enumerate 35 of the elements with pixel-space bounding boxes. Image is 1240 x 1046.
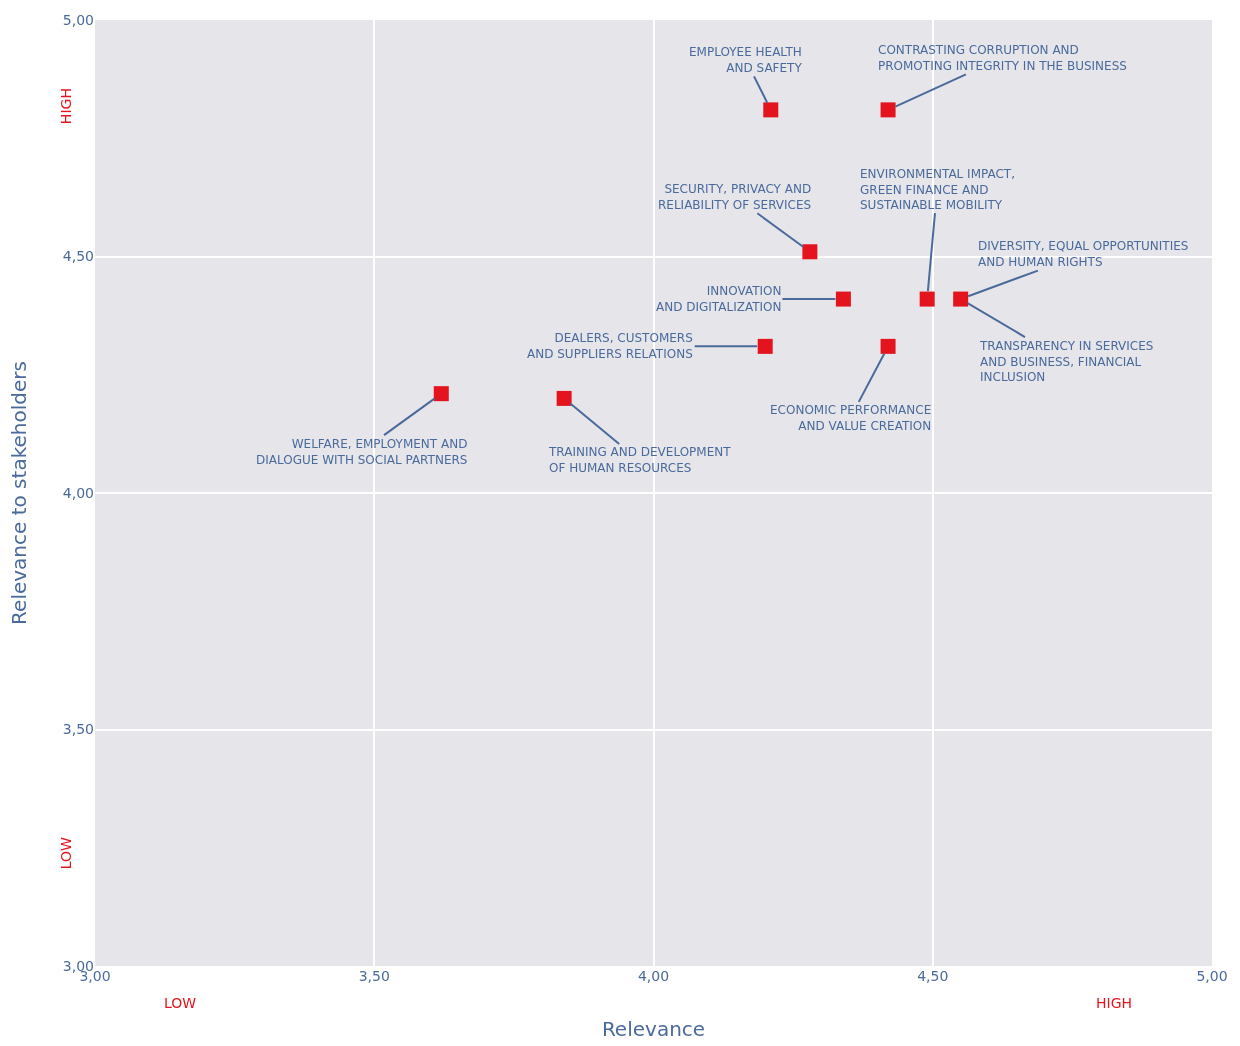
point [835, 291, 851, 307]
text: HIGH [57, 88, 74, 125]
text: HIGH [1096, 995, 1133, 1011]
point [919, 291, 935, 307]
point [953, 291, 969, 307]
annotation: EMPLOYEE HEALTH AND SAFETY [689, 45, 803, 75]
annotation: TRAINING AND DEVELOPMENT OF HUMAN RESOURCES [548, 445, 732, 475]
annotation: DEALERS, CUSTOMERS AND SUPPLIERS RELATIONS [527, 331, 693, 361]
y-tick-label: 4,50 [62, 248, 94, 265]
y-axis-title: Relevance to stakeholders [7, 361, 32, 625]
annotation: ENVIRONMENTAL IMPACT, GREEN FINANCE AND SUSTAINABLE MOBILITY [860, 167, 1015, 213]
text: LOW [57, 836, 74, 870]
point [880, 338, 896, 354]
x-tick-label: 4,00 [637, 968, 670, 984]
annotation: ECONOMIC PERFORMANCE AND VALUE CREATION [770, 403, 932, 433]
annotation: WELFARE, EMPLOYMENT AND DIALOGUE WITH SOCIAL PARTNERS [256, 437, 468, 467]
annotation: INNOVATION AND DIGITALIZATION [656, 284, 782, 314]
y-tick-label: 4,00 [62, 484, 94, 501]
annotation: SECURITY, PRIVACY AND RELIABILITY OF SERVICES [658, 182, 812, 212]
x-axis-title: Relevance [601, 1017, 706, 1041]
annotation: DIVERSITY, EQUAL OPPORTUNITIES AND HUMAN RIGHTS [978, 239, 1189, 269]
point [802, 244, 818, 260]
point [763, 102, 779, 118]
x-tick-label: 5,00 [1196, 968, 1228, 984]
y-tick-label: 5,00 [62, 11, 94, 28]
annotation: CONTRASTING CORRUPTION AND PROMOTING INTEGRITY IN THE BUSINESS [878, 43, 1127, 73]
x-tick-label: 4,50 [917, 968, 949, 984]
x-tick-label: 3,50 [358, 968, 390, 984]
point [433, 386, 449, 402]
point [880, 102, 896, 118]
point [757, 338, 773, 354]
annotation: TRANSPARENCY IN SERVICES AND BUSINESS, FINANCIAL INCLUSION [979, 339, 1154, 385]
text: LOW [164, 995, 197, 1011]
y-tick-label: 3,50 [62, 721, 94, 738]
point [556, 390, 572, 406]
